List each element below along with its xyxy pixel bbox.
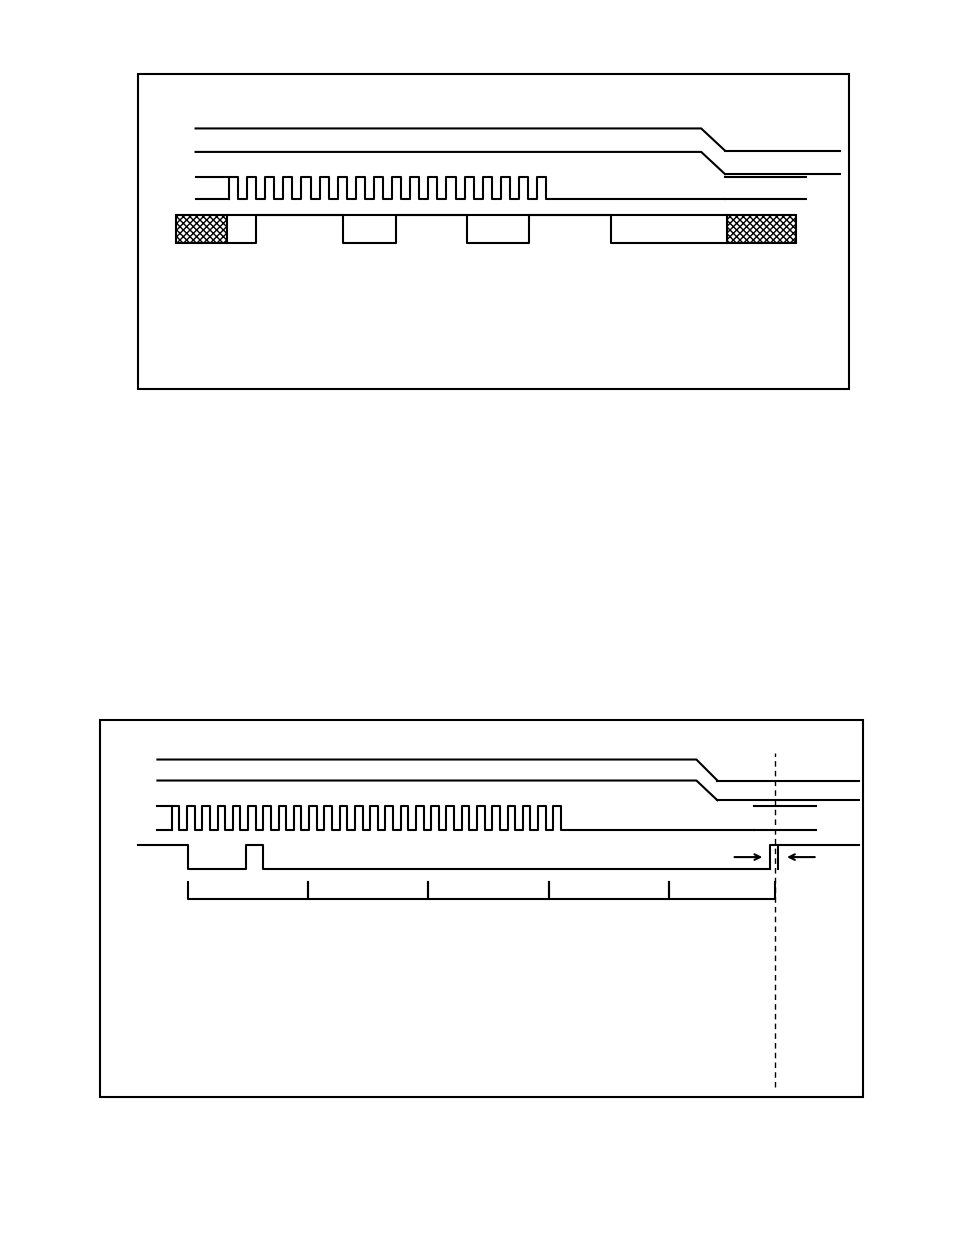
Bar <box>100 720 862 1097</box>
Bar <box>138 74 848 389</box>
Bar <box>176 215 227 243</box>
Bar <box>726 215 795 243</box>
